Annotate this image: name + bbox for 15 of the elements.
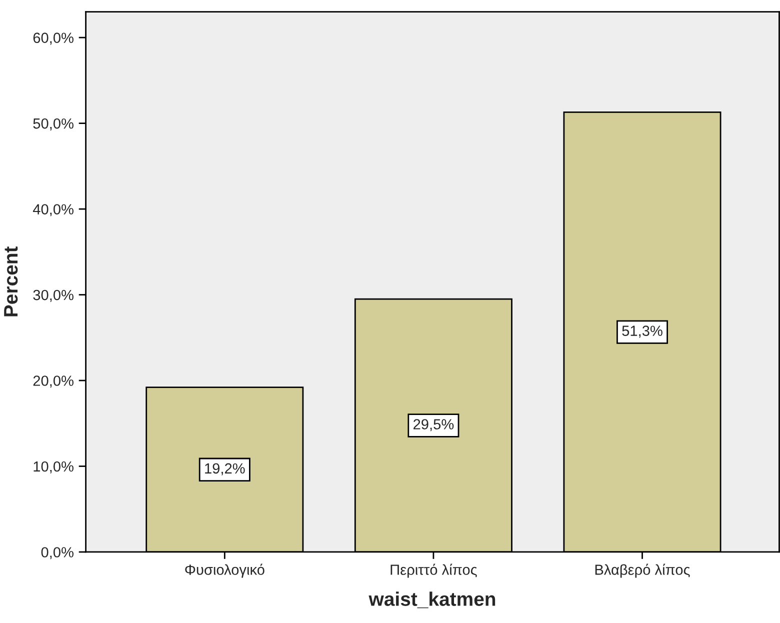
y-tick-label: 0,0% <box>41 547 74 560</box>
data-label: 29,5% <box>414 419 454 432</box>
x-tick-label: Φυσιολογικό <box>185 564 264 578</box>
y-tick-label: 20,0% <box>33 376 74 388</box>
x-tick-label: Περιττό λίπος <box>390 564 477 578</box>
x-tick-label: Βλαβερό λίπος <box>595 564 690 578</box>
y-axis-title: Percent <box>4 246 18 316</box>
y-tick-label: 50,0% <box>33 118 74 130</box>
data-label: 19,2% <box>205 463 245 476</box>
y-tick-label: 10,0% <box>34 461 74 474</box>
y-tick-label: 60,0% <box>33 32 74 45</box>
x-axis-title: waist_katmen <box>368 592 496 608</box>
y-tick-label: 30,0% <box>33 290 74 302</box>
data-label: 51,3% <box>622 326 662 338</box>
y-tick-label: 40,0% <box>32 204 74 216</box>
